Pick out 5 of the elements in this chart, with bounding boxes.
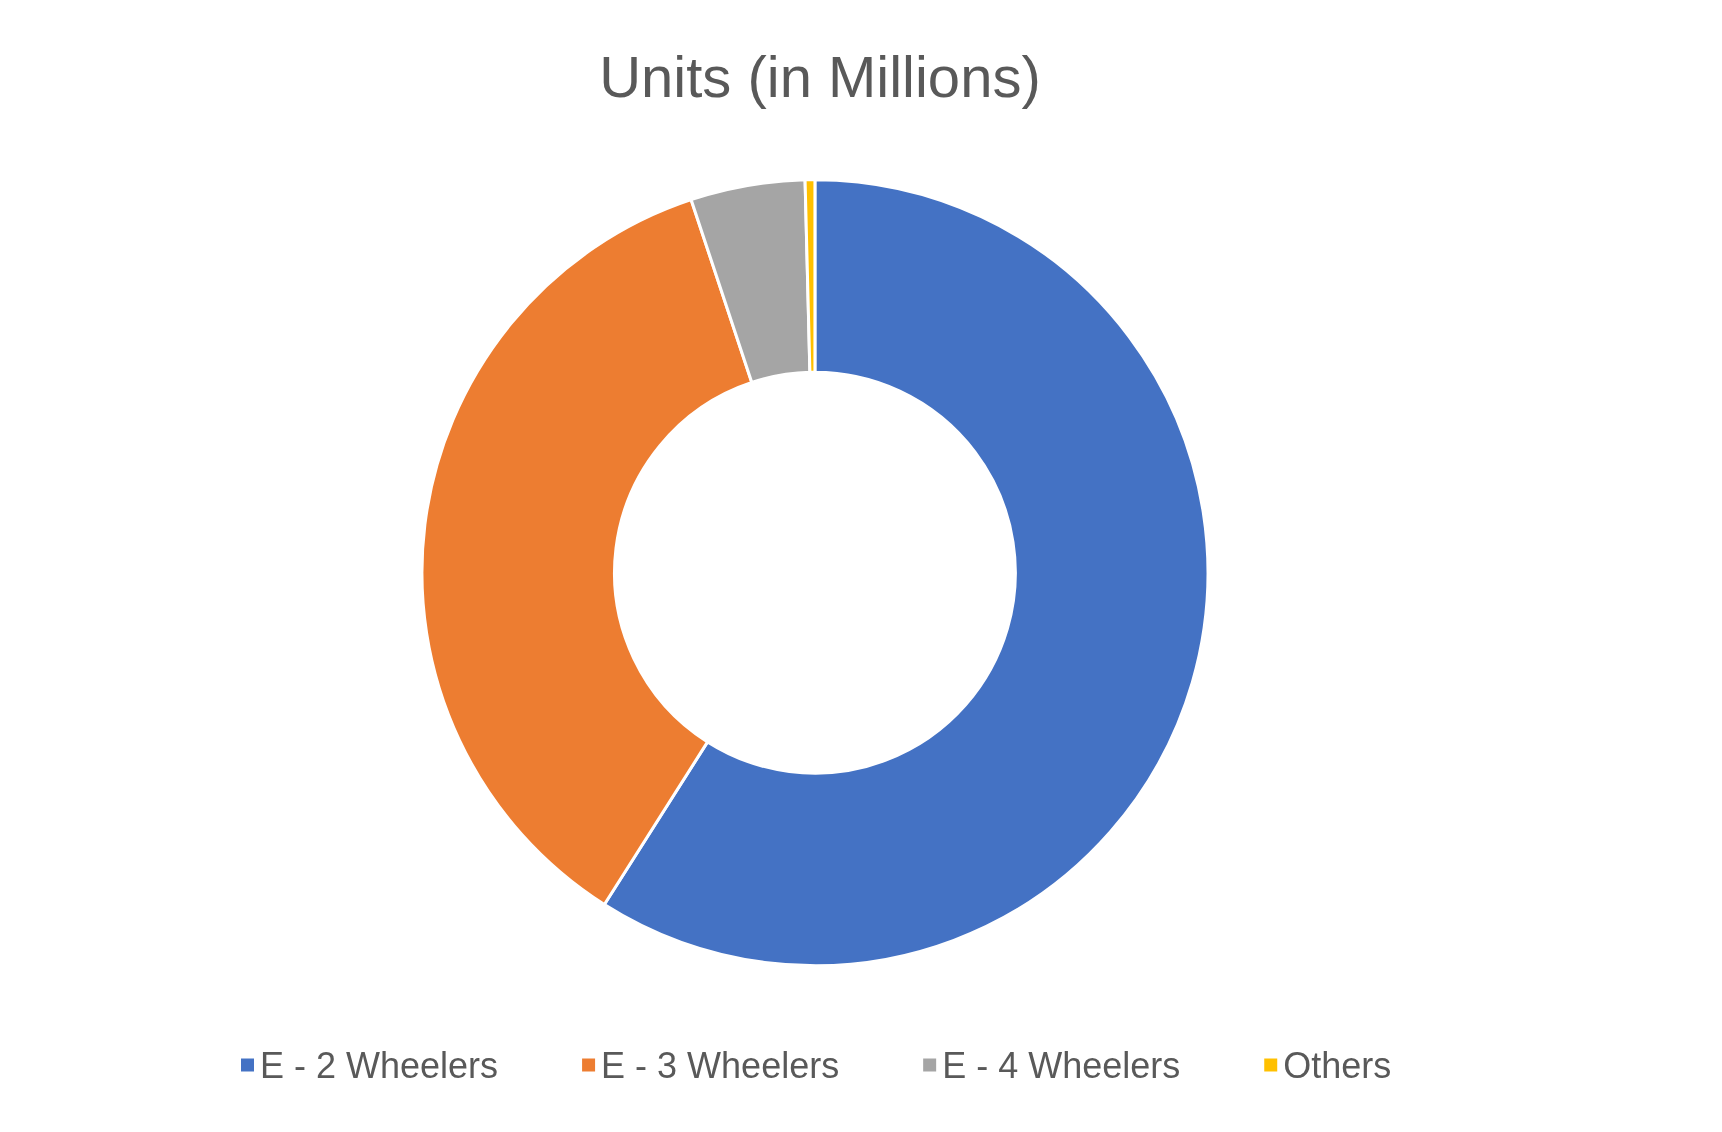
legend-label: E - 2 Wheelers xyxy=(260,1044,499,1086)
legend-label: E - 3 Wheelers xyxy=(601,1044,840,1086)
legend-label: E - 4 Wheelers xyxy=(942,1044,1181,1086)
legend-label: Others xyxy=(1283,1044,1392,1086)
chart-title: Units (in Millions) xyxy=(599,43,1041,109)
